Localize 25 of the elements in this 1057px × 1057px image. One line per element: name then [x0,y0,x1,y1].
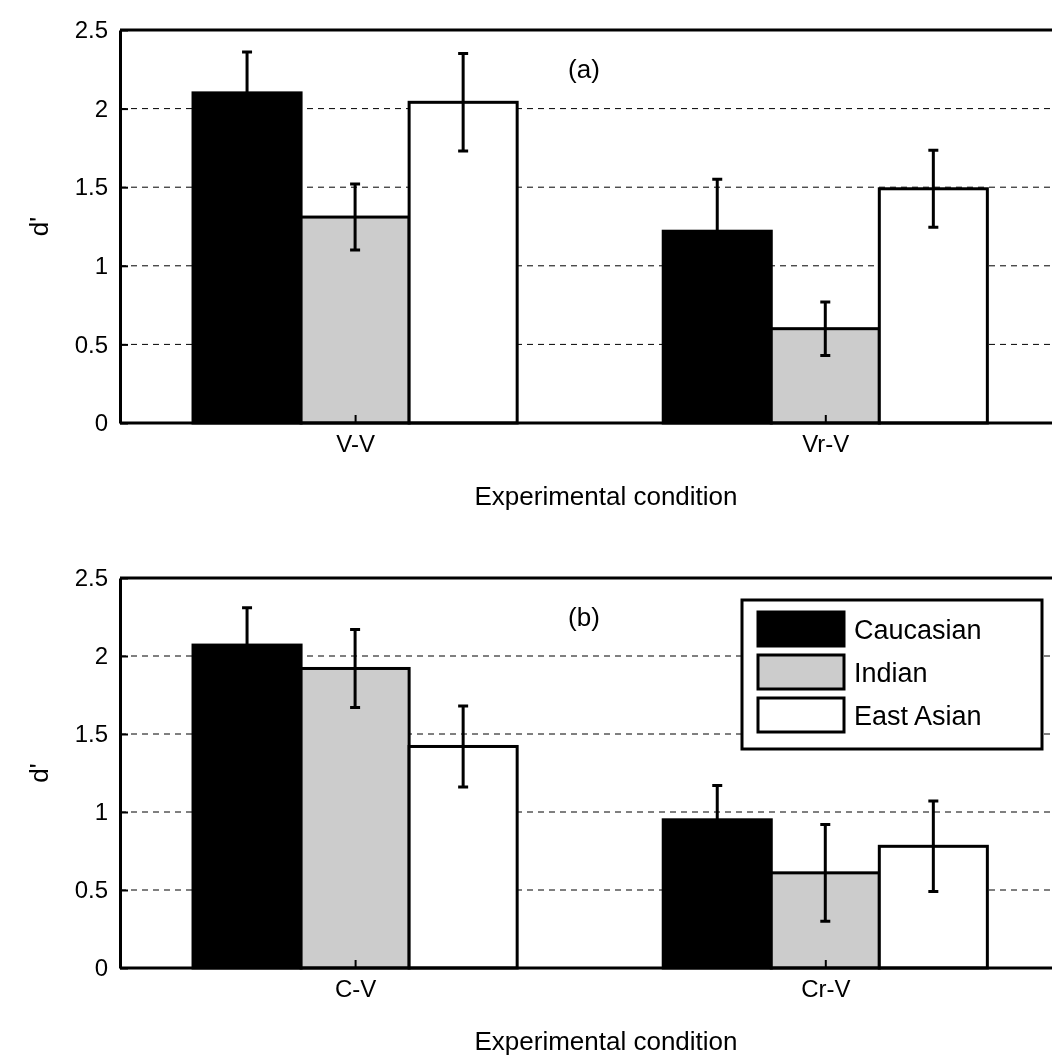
x-tick-label: Cr-V [801,975,851,1003]
text: (a) [568,54,600,84]
y-tick-label: 1.5 [74,720,108,748]
x-tick-label: C-V [334,975,377,1003]
y-axis-title: d' [24,216,54,237]
y-tick-label: 1.5 [74,173,108,201]
y-tick-label: 2 [94,642,108,670]
text: (b) [568,602,600,632]
x-tick-label: Vr-V [802,430,850,458]
x-axis-title: Experimental condition [474,481,738,511]
y-tick-label: 0.5 [74,330,108,358]
legend-label: Indian [854,658,928,688]
y-axis-title: d' [24,763,54,783]
y-tick-label: 2 [94,94,108,122]
y-tick-label: 0 [94,954,108,982]
y-tick-label: 2.5 [74,564,108,592]
legend-label: East Asian [854,701,982,731]
x-axis-title: Experimental condition [474,1026,738,1056]
y-tick-label: 1 [94,251,108,279]
y-tick-label: 1 [94,798,108,826]
y-tick-label: 0 [94,409,108,437]
y-tick-label: 0.5 [74,876,108,904]
y-tick-label: 2.5 [74,16,108,44]
x-tick-label: V-V [336,430,375,458]
legend-label: Caucasian [854,615,982,645]
